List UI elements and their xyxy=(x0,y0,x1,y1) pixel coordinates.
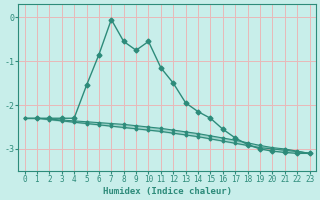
X-axis label: Humidex (Indice chaleur): Humidex (Indice chaleur) xyxy=(103,187,232,196)
